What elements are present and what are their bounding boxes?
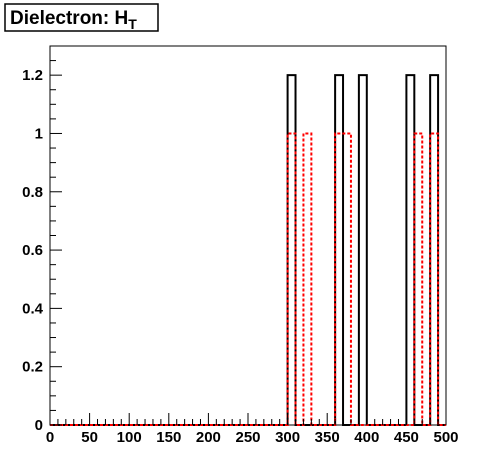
x-tick-label: 350 [315, 429, 340, 446]
histogram-bar [430, 75, 438, 425]
x-tick-label: 400 [354, 429, 379, 446]
x-tick-label: 250 [235, 429, 260, 446]
y-tick-label: 1.2 [22, 67, 43, 84]
histogram-bar [343, 133, 351, 425]
y-tick-label: 0 [35, 417, 43, 434]
x-tick-label: 450 [394, 429, 419, 446]
histogram-bar [430, 133, 438, 425]
y-tick-label: 0.8 [22, 184, 43, 201]
histogram-bar [288, 75, 296, 425]
x-tick-label: 50 [81, 429, 98, 446]
x-tick-label: 300 [275, 429, 300, 446]
histogram-bar [303, 133, 311, 425]
histogram-bar [335, 75, 343, 425]
histogram-bar [406, 75, 414, 425]
histogram-bar [335, 133, 343, 425]
x-tick-label: 200 [196, 429, 221, 446]
histogram-bar [414, 133, 422, 425]
histogram-series-1 [50, 74, 446, 426]
chart-title-main: Dielectron: H [10, 8, 128, 29]
x-tick-label: 500 [433, 429, 458, 446]
series-layer [50, 74, 446, 426]
chart-title: Dielectron: HT [10, 8, 137, 32]
y-tick-label: 0.2 [22, 359, 43, 376]
x-tick-label: 0 [46, 429, 54, 446]
histogram-bar [288, 133, 296, 425]
x-tick-label: 100 [117, 429, 142, 446]
chart-title-subscript: T [128, 16, 137, 32]
histogram-bar [359, 75, 367, 425]
title-box [4, 3, 159, 32]
y-tick-label: 0.4 [22, 300, 44, 317]
plot-frame [49, 45, 447, 426]
y-tick-label: 0.6 [22, 242, 43, 259]
x-tick-label: 150 [156, 429, 181, 446]
y-tick-label: 1 [35, 125, 43, 142]
axis-layer: 0 50 100 150 200 250 300 350 400 450 500 0 0.2 0.4 0.6… [22, 45, 459, 446]
histogram-series-2 [50, 132, 446, 426]
